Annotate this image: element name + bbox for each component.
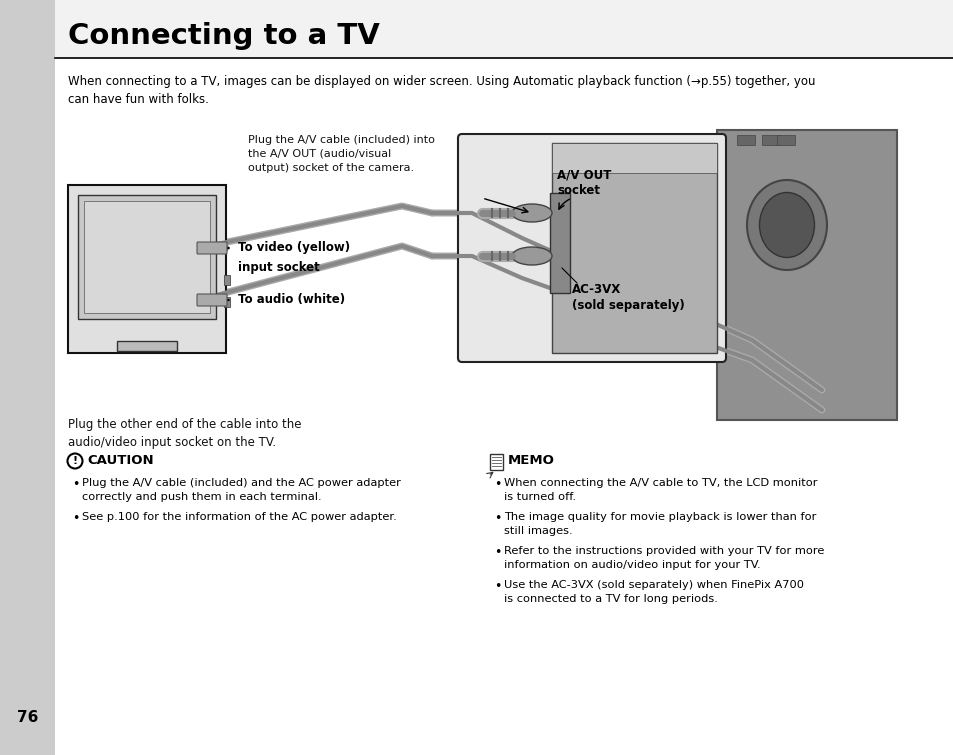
Bar [78, 195, 215, 319]
Bar [224, 275, 230, 285]
Text: When connecting to a TV, images can be displayed on wider screen. Using Automati: When connecting to a TV, images can be d… [68, 75, 815, 106]
Ellipse shape [759, 193, 814, 257]
Ellipse shape [746, 180, 826, 270]
Text: To audio (white): To audio (white) [237, 292, 345, 306]
Bar [761, 135, 780, 145]
Text: Plug the A/V cable (included) and the AC power adapter
correctly and push them i: Plug the A/V cable (included) and the AC… [82, 478, 400, 501]
Ellipse shape [512, 247, 552, 265]
Bar [717, 130, 896, 420]
Bar [117, 341, 177, 351]
Text: The image quality for movie playback is lower than for
still images.: The image quality for movie playback is … [503, 512, 816, 535]
FancyBboxPatch shape [196, 294, 227, 306]
Text: AC-3VX
(sold separately): AC-3VX (sold separately) [572, 283, 684, 312]
Text: !: ! [72, 456, 77, 466]
Text: •: • [494, 580, 501, 593]
Text: •: • [72, 512, 80, 525]
Text: 76: 76 [17, 710, 39, 726]
Text: A/V OUT
socket: A/V OUT socket [557, 168, 611, 197]
Bar [552, 143, 717, 353]
Text: •: • [494, 512, 501, 525]
Bar [68, 185, 226, 353]
Text: CAUTION: CAUTION [87, 455, 153, 467]
Text: Connecting to a TV: Connecting to a TV [68, 22, 379, 50]
Circle shape [68, 454, 82, 469]
FancyBboxPatch shape [490, 454, 502, 470]
Text: When connecting the A/V cable to TV, the LCD monitor
is turned off.: When connecting the A/V cable to TV, the… [503, 478, 817, 501]
Text: Refer to the instructions provided with your TV for more
information on audio/vi: Refer to the instructions provided with … [503, 546, 823, 569]
Bar [776, 135, 794, 145]
Text: Plug the other end of the cable into the
audio/video input socket on the TV.: Plug the other end of the cable into the… [68, 418, 301, 449]
Bar [224, 297, 230, 307]
Text: To video (yellow): To video (yellow) [237, 241, 350, 254]
FancyBboxPatch shape [196, 242, 227, 254]
Text: MEMO: MEMO [507, 455, 555, 467]
Text: input socket: input socket [237, 261, 319, 275]
Ellipse shape [512, 204, 552, 222]
Bar [737, 135, 754, 145]
Text: •: • [72, 478, 80, 491]
Bar [550, 193, 569, 293]
Bar [84, 201, 210, 313]
Bar [0, 0, 55, 755]
Bar [55, 0, 953, 58]
Text: •: • [494, 478, 501, 491]
Text: •: • [494, 546, 501, 559]
Bar [552, 143, 717, 173]
FancyBboxPatch shape [457, 134, 725, 362]
Text: Plug the A/V cable (included) into
the A/V OUT (audio/visual
output) socket of t: Plug the A/V cable (included) into the A… [248, 135, 435, 173]
Text: Use the AC-3VX (sold separately) when FinePix A700
is connected to a TV for long: Use the AC-3VX (sold separately) when Fi… [503, 580, 803, 603]
Text: See p.100 for the information of the AC power adapter.: See p.100 for the information of the AC … [82, 512, 396, 522]
